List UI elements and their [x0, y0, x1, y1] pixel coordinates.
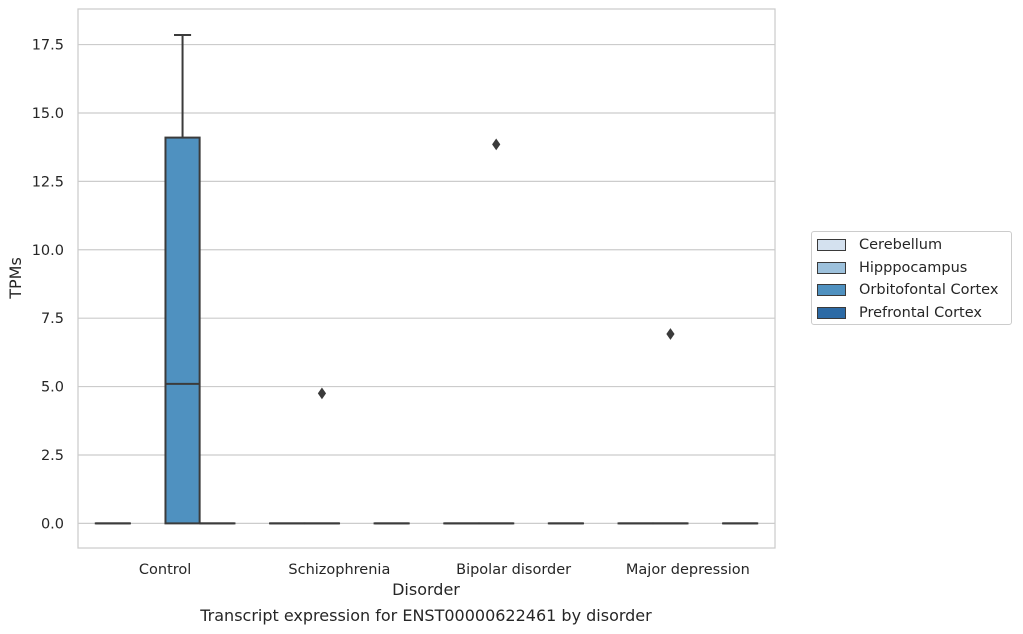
legend-swatch	[817, 239, 846, 251]
y-axis-label: TPMs	[6, 257, 25, 300]
y-tick-label: 0.0	[41, 516, 64, 532]
x-tick-label: Major depression	[626, 562, 750, 578]
box-hipppocampus	[652, 328, 689, 525]
legend-item-cerebellum: Cerebellum	[817, 235, 942, 255]
outlier-point	[317, 387, 327, 400]
x-axis-label: Disorder	[392, 580, 460, 599]
outlier-point	[492, 138, 501, 151]
y-tick-label: 10.0	[32, 243, 64, 259]
legend-item-prefrontal-cortex: Prefrontal Cortex	[817, 303, 982, 323]
legend-swatch	[817, 284, 846, 296]
plot-area-frame	[77, 8, 776, 549]
y-tick-label: 5.0	[41, 380, 64, 396]
legend-label: Hipppocampus	[859, 260, 968, 276]
legend-swatch	[817, 262, 846, 274]
y-tick-label: 15.0	[32, 106, 64, 122]
x-tick-labels: Control Schizophrenia Bipolar disorder Majo…	[139, 562, 750, 578]
y-tick-labels: 0.0 2.5 5.0 7.5 10.0 12.5 15.0 17.5	[32, 38, 64, 533]
legend-item-hippocampus: Hipppocampus	[817, 258, 967, 278]
boxes	[94, 33, 759, 525]
x-tick-label: Schizophrenia	[288, 562, 390, 578]
legend-label: Orbitofontal Cortex	[859, 282, 999, 298]
y-tick-label: 7.5	[41, 311, 64, 327]
outlier-point	[666, 328, 675, 340]
box-hipppocampus	[303, 387, 341, 525]
box-orbitofontal-cortex	[164, 33, 201, 525]
y-tick-label: 12.5	[32, 174, 64, 190]
y-tick-label: 2.5	[41, 448, 64, 464]
legend-item-orbitofrontal-cortex: Orbitofontal Cortex	[817, 280, 998, 300]
chart-caption: Transcript expression for ENST0000062246…	[200, 606, 652, 625]
x-tick-label: Control	[139, 562, 191, 578]
x-tick-label: Bipolar disorder	[456, 562, 571, 578]
legend: Cerebellum Hipppocampus Orbitofontal Cor…	[811, 231, 1012, 325]
legend-swatch	[817, 307, 846, 319]
y-tick-label: 17.5	[32, 38, 64, 54]
legend-label: Cerebellum	[859, 237, 943, 253]
legend-label: Prefrontal Cortex	[859, 305, 982, 321]
box-body	[164, 136, 201, 525]
box-hipppocampus	[478, 138, 515, 525]
